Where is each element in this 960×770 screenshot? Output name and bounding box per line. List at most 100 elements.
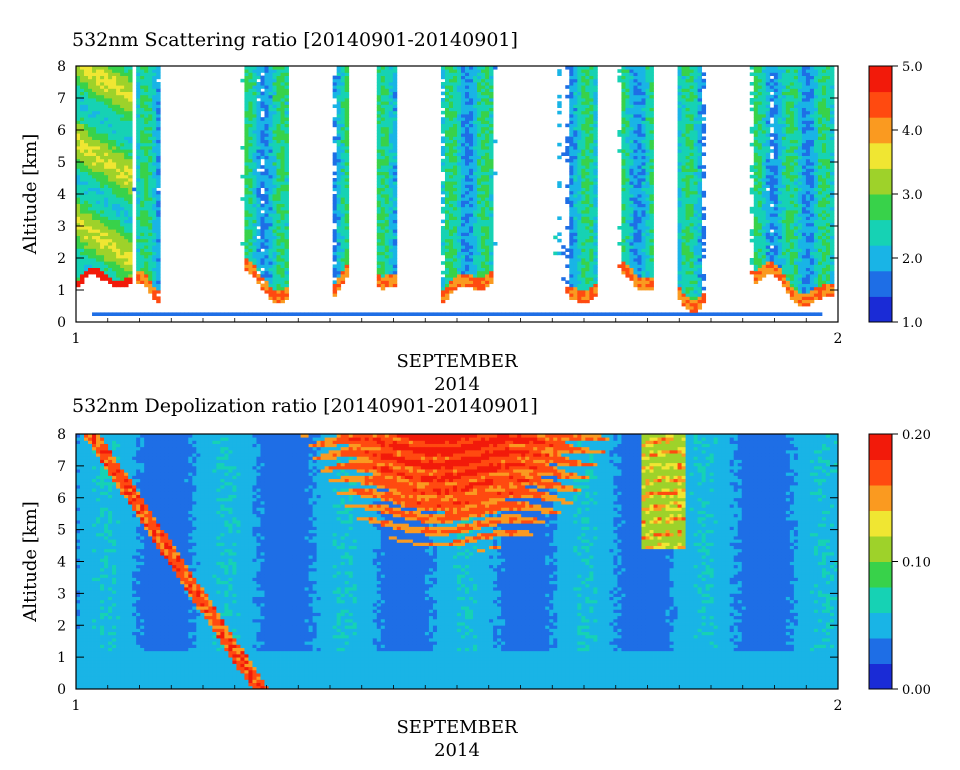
heatmap-cell <box>344 235 350 240</box>
heatmap-cell <box>573 200 578 204</box>
heatmap-cell <box>473 78 478 83</box>
heatmap-cell <box>569 290 574 294</box>
heatmap-cell <box>565 94 570 99</box>
heatmap-cell <box>152 222 157 227</box>
heatmap-cell <box>444 248 450 252</box>
heatmap-cell <box>452 66 458 70</box>
heatmap-cell <box>469 88 474 92</box>
heatmap-cell <box>244 91 249 96</box>
heatmap-cell <box>120 114 125 118</box>
heatmap-cell <box>589 165 594 169</box>
heatmap-cell <box>457 264 462 268</box>
heatmap-cell <box>120 88 125 92</box>
heatmap-cell <box>140 206 145 211</box>
heatmap-cell <box>581 187 586 192</box>
heatmap-cell <box>569 178 574 182</box>
heatmap-cell <box>124 203 129 208</box>
heatmap-cell <box>593 174 598 179</box>
heatmap-cell <box>152 78 157 83</box>
heatmap-cell <box>577 158 582 163</box>
heatmap-cell <box>629 270 634 275</box>
heatmap-cell <box>140 184 145 188</box>
heatmap-cell <box>589 69 594 73</box>
heatmap-cell <box>272 165 277 169</box>
heatmap-cell <box>284 248 289 252</box>
heatmap-cell <box>649 190 654 195</box>
heatmap-cell <box>276 66 281 70</box>
heatmap-cell <box>284 88 289 92</box>
heatmap-cell <box>461 155 466 160</box>
heatmap-cell <box>388 123 394 128</box>
heatmap-cell <box>264 85 269 89</box>
heatmap-cell <box>88 264 93 268</box>
heatmap-cell <box>384 162 390 166</box>
heatmap-cell <box>677 174 682 179</box>
heatmap-cell <box>112 165 117 169</box>
heatmap-cell <box>112 174 117 179</box>
heatmap-cell <box>88 104 93 108</box>
heatmap-cell <box>100 123 105 128</box>
heatmap-cell <box>469 270 474 275</box>
heatmap-cell <box>581 75 586 80</box>
heatmap-cell <box>392 107 398 112</box>
heatmap-cell <box>248 229 253 233</box>
heatmap-cell <box>452 206 458 211</box>
heatmap-cell <box>448 181 454 185</box>
heatmap-cell <box>268 114 273 118</box>
heatmap-cell <box>641 142 646 147</box>
heatmap-cell <box>633 274 638 278</box>
heatmap-cell <box>376 126 382 131</box>
heatmap-cell <box>280 242 285 246</box>
heatmap-cell <box>152 155 157 160</box>
heatmap-cell <box>144 200 149 204</box>
heatmap-cell <box>440 162 446 166</box>
heatmap-cell <box>388 181 394 185</box>
heatmap-cell <box>481 158 486 163</box>
heatmap-cell <box>677 238 682 243</box>
heatmap-cell <box>244 162 249 166</box>
heatmap-cell <box>136 274 141 278</box>
heatmap-cell <box>621 248 626 252</box>
heatmap-cell <box>244 158 249 163</box>
heatmap-cell <box>336 187 342 192</box>
heatmap-cell <box>481 248 486 252</box>
heatmap-cell <box>376 206 382 211</box>
heatmap-cell <box>276 184 281 188</box>
heatmap-cell <box>148 226 153 230</box>
heatmap-cell <box>629 158 634 163</box>
heatmap-cell <box>573 72 578 76</box>
heatmap-cell <box>392 194 398 198</box>
heatmap-cell <box>649 254 654 259</box>
heatmap-cell <box>380 187 386 192</box>
heatmap-cell <box>452 155 458 160</box>
heatmap-cell <box>645 312 650 316</box>
heatmap-cell <box>589 261 594 265</box>
heatmap-cell <box>280 187 285 192</box>
heatmap-cell <box>577 190 582 195</box>
heatmap-cell <box>481 174 486 179</box>
heatmap-cell <box>388 312 394 316</box>
heatmap-cell <box>448 261 454 265</box>
heatmap-cell <box>92 226 97 230</box>
heatmap-cell <box>649 242 654 246</box>
heatmap-cell <box>128 254 133 259</box>
heatmap-cell <box>252 114 257 118</box>
heatmap-cell <box>100 277 105 281</box>
heatmap-cell <box>581 194 586 198</box>
heatmap-cell <box>645 174 650 179</box>
heatmap-cell <box>272 66 277 70</box>
heatmap-cell <box>264 158 269 163</box>
heatmap-cell <box>140 107 145 112</box>
heatmap-cell <box>140 264 145 268</box>
heatmap-cell <box>256 114 261 118</box>
heatmap-cell <box>489 85 494 89</box>
heatmap-cell <box>581 296 586 300</box>
heatmap-cell <box>444 168 450 172</box>
heatmap-cell <box>380 146 386 150</box>
heatmap-cell <box>152 219 157 224</box>
heatmap-cell <box>284 296 289 300</box>
heatmap-cell <box>581 142 586 147</box>
heatmap-cell <box>565 312 570 316</box>
heatmap-cell <box>621 120 626 124</box>
heatmap-cell <box>152 142 157 147</box>
